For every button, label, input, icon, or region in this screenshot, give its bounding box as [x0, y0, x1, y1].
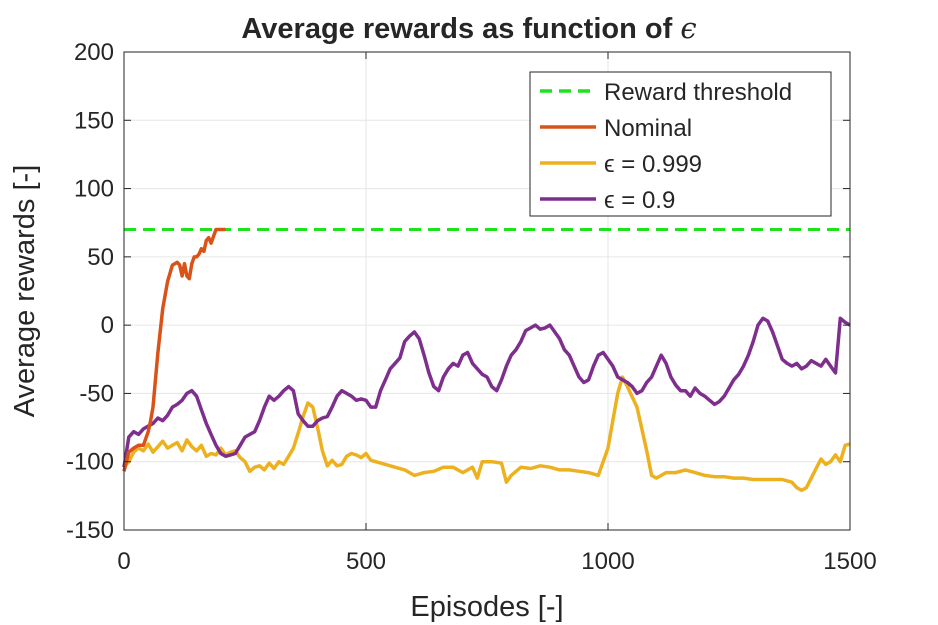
legend-label: Nominal — [604, 115, 692, 142]
y-tick-label: 200 — [74, 39, 114, 66]
y-tick-label: -150 — [66, 517, 114, 544]
chart-title: Average rewards as function of ϵ — [241, 11, 696, 45]
y-tick-label: -50 — [79, 380, 114, 407]
legend-label: Reward threshold — [604, 79, 792, 106]
series-line-3 — [122, 316, 851, 468]
y-axis-label: Average rewards [-] — [9, 165, 41, 418]
series-group — [122, 227, 851, 493]
plot-frame — [123, 51, 851, 531]
y-tick-label: 150 — [74, 107, 114, 134]
y-tick-label: 100 — [74, 176, 114, 203]
y-tick-label: -100 — [66, 449, 114, 476]
series-line-1 — [122, 227, 226, 472]
legend-label: ϵ = 0.9 — [604, 187, 675, 214]
legend-box — [529, 71, 832, 217]
x-tick-label: 1000 — [581, 548, 634, 575]
chart-title-text: Average rewards as function of — [241, 13, 672, 45]
x-axis-label: Episodes [-] — [410, 591, 563, 623]
legend: Reward threshold Nominal ϵ = 0.999 ϵ = 0.9 — [529, 71, 832, 217]
chart-title-symbol: ϵ — [680, 11, 696, 45]
y-tick-label: 50 — [87, 244, 114, 271]
series-line-2 — [122, 375, 851, 493]
y-tick-label: 0 — [101, 312, 114, 339]
x-tick-label: 0 — [117, 548, 130, 575]
x-tick-label: 500 — [346, 548, 386, 575]
x-tick-label: 1500 — [823, 548, 876, 575]
legend-label: ϵ = 0.999 — [604, 151, 702, 178]
tick-labels: 0 500 1000 1500 -150 -100 -50 0 50 100 150 200 — [66, 39, 877, 575]
